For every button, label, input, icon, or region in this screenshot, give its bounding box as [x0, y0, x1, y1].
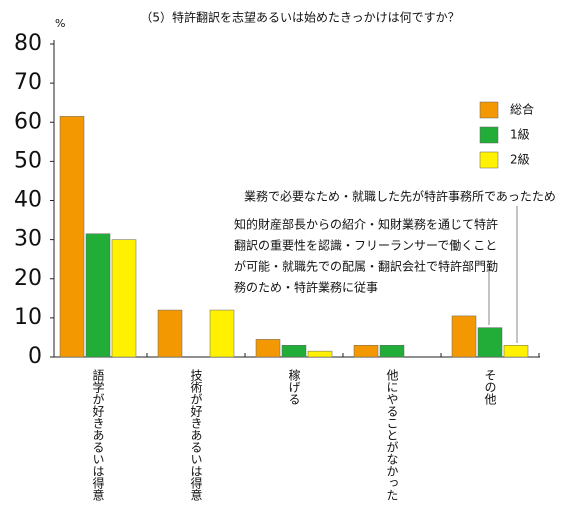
- y-unit: %: [55, 17, 65, 30]
- y-tick-label: 0: [28, 344, 42, 369]
- annotation: が可能・就職先での配属・翻訳会社で特許部門勤: [234, 259, 498, 274]
- bar: [85, 233, 111, 358]
- y-tick-label: 70: [14, 70, 42, 95]
- y-tick-label: 30: [14, 227, 42, 252]
- bar: [59, 116, 85, 358]
- x-tick-label: その他: [483, 369, 497, 405]
- y-tick-label: 10: [14, 305, 42, 330]
- legend-label: 1級: [510, 128, 530, 142]
- y-tick-label: 80: [14, 31, 42, 56]
- x-tick-label: 技術が好きあるいは得意: [189, 369, 203, 501]
- legend-label: 総合: [510, 102, 534, 117]
- annotation: 知的財産部長からの紹介・知財業務を通じて特許: [234, 217, 498, 232]
- bar: [353, 345, 379, 358]
- legend-swatch: [479, 151, 499, 169]
- bar: [111, 239, 137, 358]
- legend-label: 2級: [510, 153, 530, 167]
- x-tick-label: 語学が好きあるいは得意: [91, 368, 105, 501]
- chart-title: （5）特許翻訳を志望あるいは始めたきっかけは何ですか？: [140, 10, 459, 25]
- bar: [255, 339, 281, 358]
- bar: [477, 327, 503, 358]
- bar: [157, 309, 183, 358]
- bar: [209, 309, 235, 358]
- y-tick-label: 50: [14, 148, 42, 173]
- bar: [379, 345, 405, 358]
- legend-swatch: [479, 126, 499, 144]
- x-tick-label: 稼げる: [287, 368, 301, 405]
- bar: [307, 350, 333, 358]
- bar: [281, 345, 307, 358]
- legend-swatch: [479, 101, 499, 119]
- y-tick-label: 20: [14, 266, 42, 291]
- bar: [503, 345, 529, 358]
- annotation: 務のため・特許業務に従事: [234, 280, 378, 295]
- annotation: 業務で必要なため・就職した先が特許事務所であったため: [244, 189, 556, 204]
- bar: [451, 315, 477, 358]
- x-tick-label: 他にやることがなかった: [385, 369, 399, 501]
- y-tick-label: 40: [14, 188, 42, 213]
- annotation: 翻訳の重要性を認識・フリーランサーで働くこと: [234, 238, 497, 253]
- y-tick-label: 60: [14, 109, 42, 134]
